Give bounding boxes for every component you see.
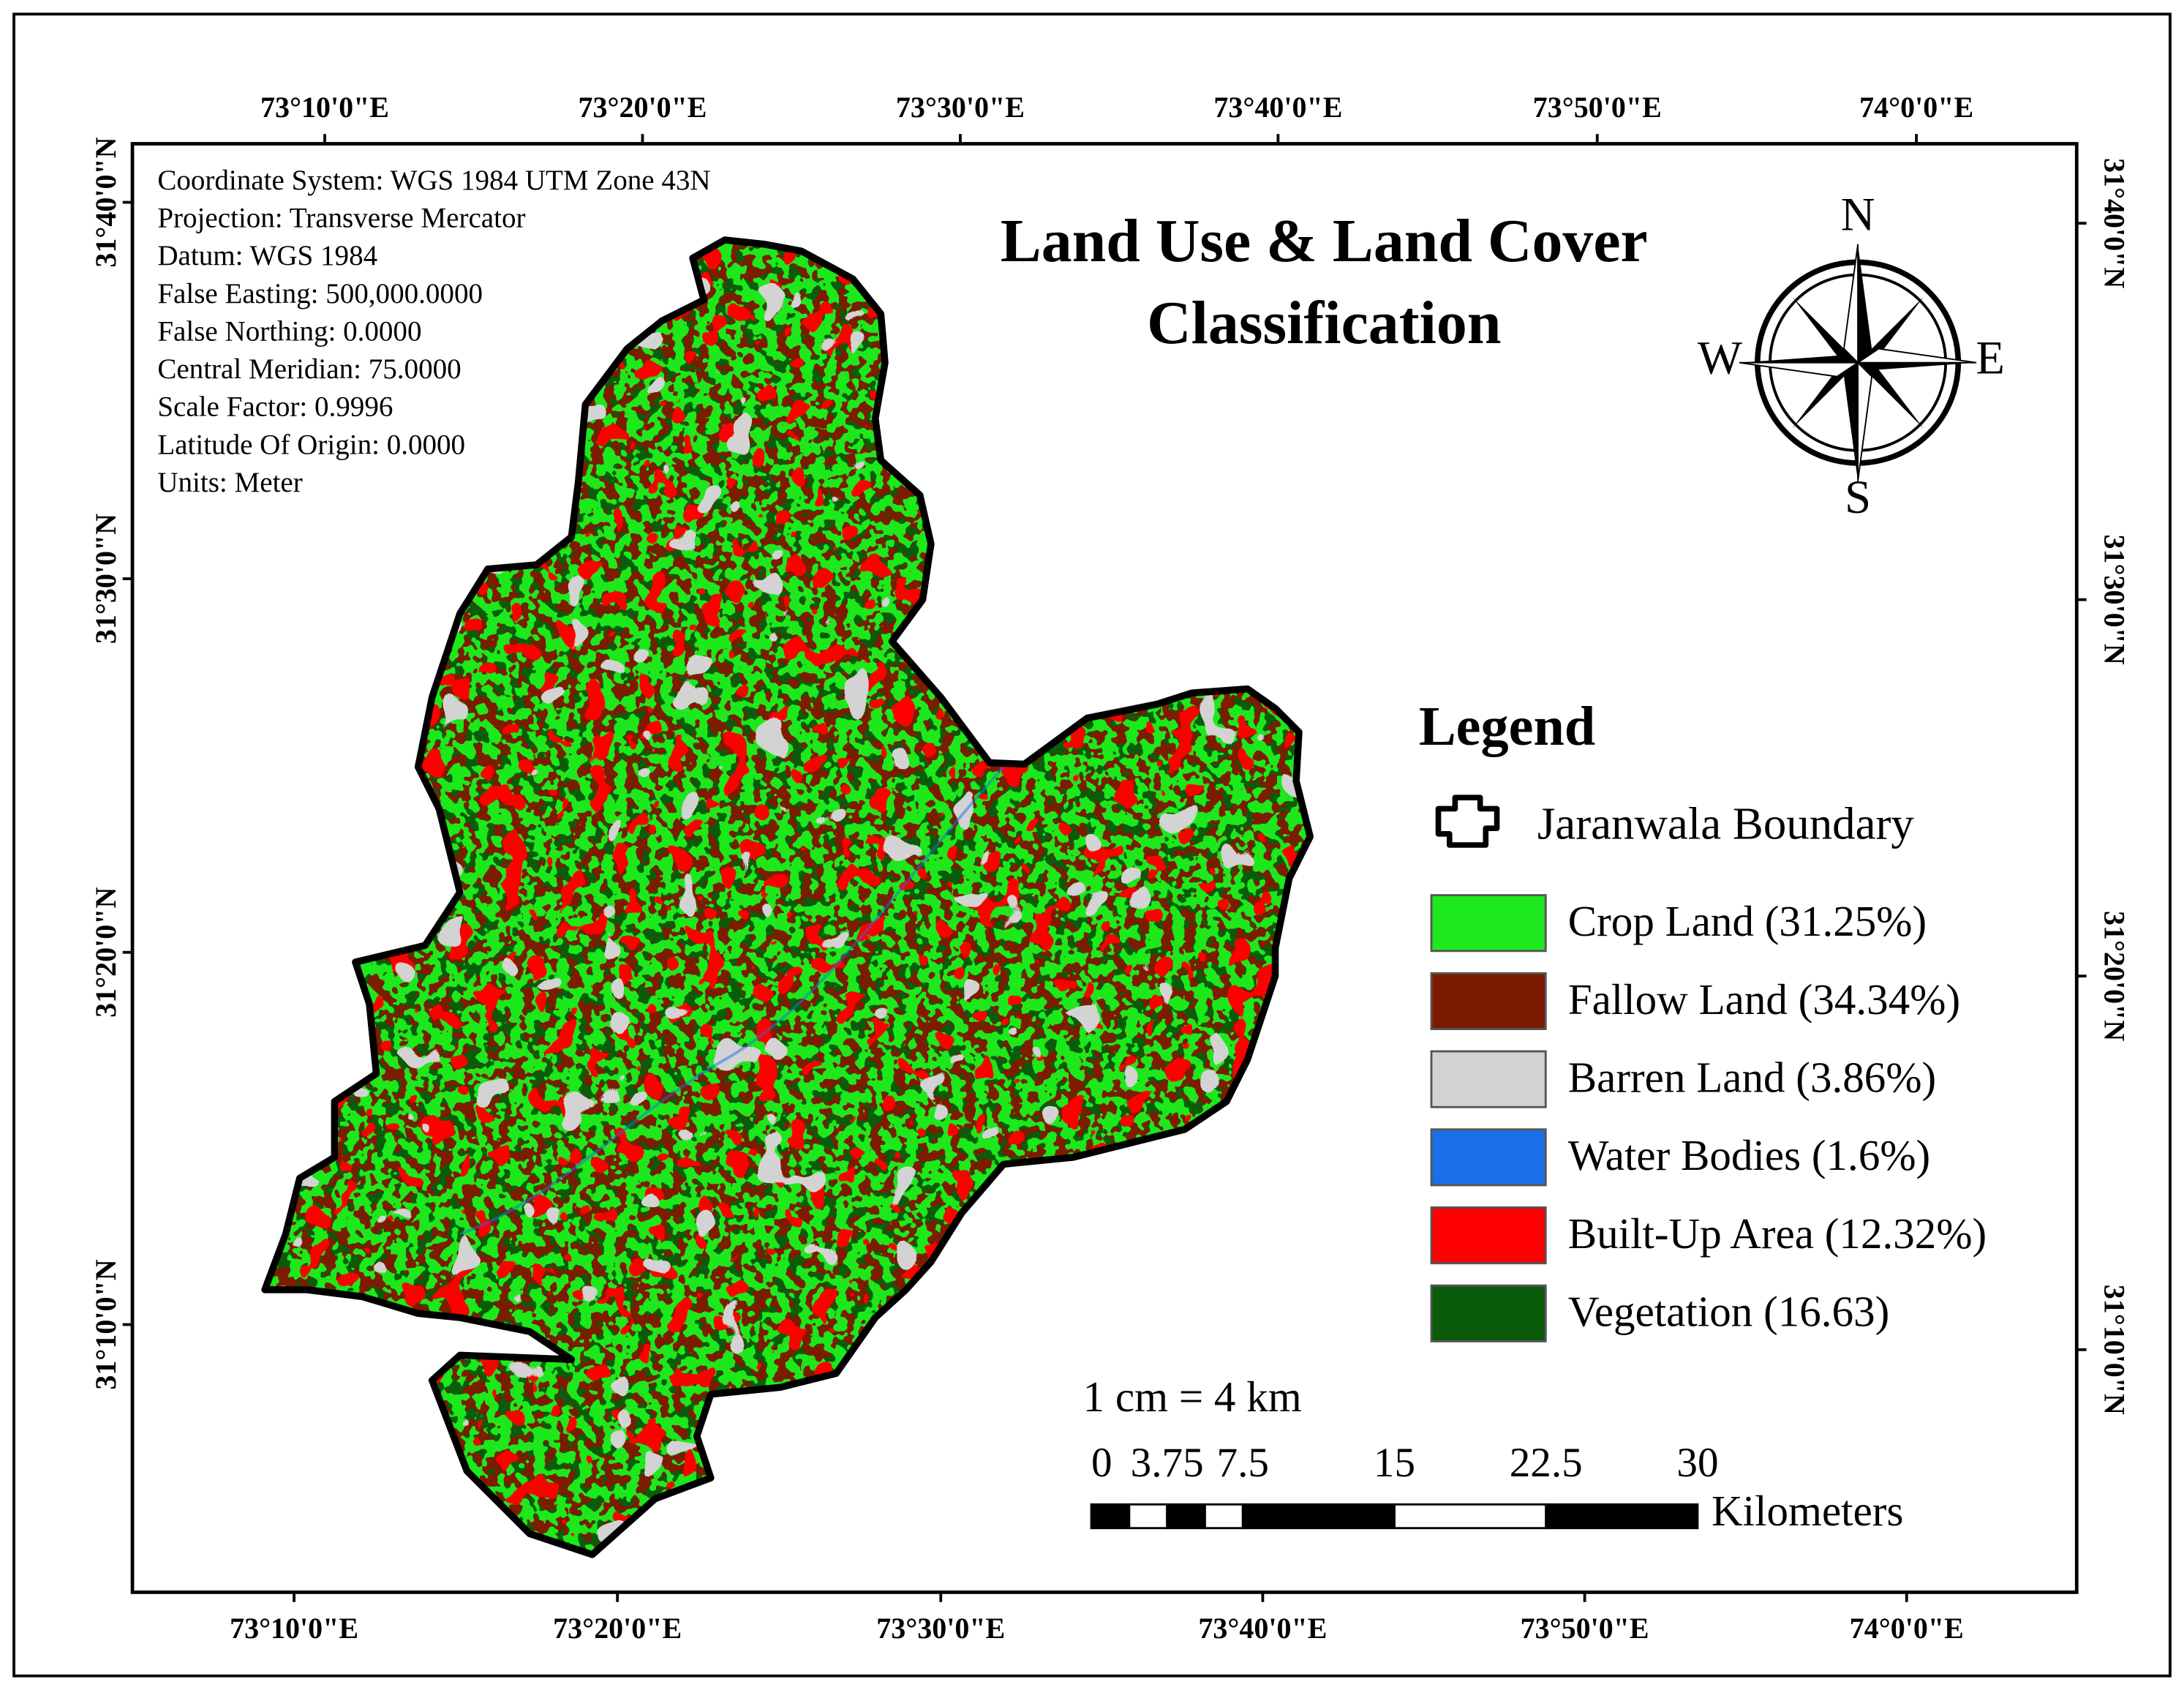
- scale-unit: Kilometers: [1712, 1487, 1903, 1535]
- legend-swatch: [1430, 1128, 1547, 1187]
- lon-label: 73°10'0"E: [230, 1612, 358, 1645]
- map-frame: [130, 142, 2079, 1594]
- scale-segment: [1393, 1503, 1548, 1530]
- compass-label: N: [1841, 188, 1875, 241]
- legend-swatch: [1430, 894, 1547, 953]
- lat-label: 31°10'0"N: [89, 1259, 122, 1389]
- legend-swatch: [1430, 1206, 1547, 1265]
- compass-star: [1843, 244, 1859, 364]
- compass-star: [1857, 361, 1873, 481]
- lon-label: 74°0'0"E: [1859, 91, 1973, 124]
- legend-title: Legend: [1419, 696, 1595, 757]
- legend-label: Built-Up Area (12.32%): [1568, 1209, 1987, 1258]
- scale-tick-label: 3.75: [1131, 1440, 1204, 1486]
- compass-star: [1855, 348, 1977, 364]
- lat-label: 31°20'0"N: [89, 887, 122, 1018]
- lon-label: 73°20'0"E: [553, 1612, 682, 1645]
- lat-label: 31°30'0"N: [89, 514, 122, 644]
- lon-label: 73°20'0"E: [578, 91, 707, 124]
- lon-label: 73°40'0"E: [1198, 1612, 1327, 1645]
- boundary-outline: [261, 236, 1314, 1558]
- scale-tick-label: 30: [1676, 1440, 1718, 1486]
- legend-label: Jaranwala Boundary: [1537, 798, 1915, 849]
- scale-segment: [1128, 1503, 1169, 1530]
- scale-segment: [1545, 1503, 1699, 1530]
- scale-tick-label: 7.5: [1217, 1440, 1269, 1486]
- lon-label: 73°40'0"E: [1213, 91, 1342, 124]
- scale-segment: [1090, 1503, 1131, 1530]
- lon-label: 73°50'0"E: [1533, 91, 1662, 124]
- compass-label: E: [1976, 332, 2005, 385]
- compass-label: S: [1845, 471, 1871, 524]
- legend-label: Crop Land (31.25%): [1568, 897, 1927, 945]
- legend-swatch: [1430, 1050, 1547, 1108]
- legend-label: Vegetation (16.63): [1568, 1288, 1890, 1336]
- lat-label: 31°40'0"N: [2098, 158, 2131, 288]
- projection-info: Scale Factor: 0.9996: [157, 391, 393, 423]
- title: Land Use & Land Cover: [1001, 207, 1648, 275]
- lon-label: 74°0'0"E: [1850, 1612, 1964, 1645]
- lat-label: 31°30'0"N: [2098, 535, 2131, 665]
- projection-info: Datum: WGS 1984: [157, 240, 377, 271]
- scale-segment: [1166, 1503, 1206, 1530]
- compass-label: W: [1698, 332, 1742, 385]
- projection-info: False Northing: 0.0000: [157, 315, 421, 347]
- boundary-icon: [1435, 795, 1500, 848]
- lat-label: 31°40'0"N: [89, 137, 122, 267]
- lat-label: 31°20'0"N: [2098, 911, 2131, 1041]
- projection-info: Units: Meter: [157, 467, 302, 498]
- river: [459, 766, 1005, 1236]
- compass-star: [1739, 361, 1861, 378]
- projection-info: Latitude Of Origin: 0.0000: [157, 429, 465, 460]
- scale-ratio: 1 cm = 4 km: [1083, 1372, 1302, 1421]
- projection-info: Coordinate System: WGS 1984 UTM Zone 43N: [157, 165, 710, 196]
- lon-label: 73°50'0"E: [1521, 1612, 1649, 1645]
- legend-label: Fallow Land (34.34%): [1568, 975, 1960, 1024]
- north-arrow: N E S W: [1698, 188, 2005, 524]
- lon-label: 73°30'0"E: [876, 1612, 1005, 1645]
- scale-tick-label: 0: [1091, 1440, 1112, 1486]
- projection-info: False Easting: 500,000.0000: [157, 278, 483, 309]
- lon-label: 73°30'0"E: [896, 91, 1025, 124]
- legend-label: Water Bodies (1.6%): [1568, 1131, 1930, 1179]
- projection-info: Projection: Transverse Mercator: [157, 202, 525, 233]
- scale-segment: [1204, 1503, 1244, 1530]
- scale-segment: [1241, 1503, 1396, 1530]
- projection-info: Central Meridian: 75.0000: [157, 353, 461, 385]
- legend-swatch: [1430, 1284, 1547, 1342]
- legend-swatch: [1430, 972, 1547, 1030]
- scale-tick-label: 15: [1374, 1440, 1415, 1486]
- title: Classification: [1147, 289, 1501, 357]
- legend-label: Barren Land (3.86%): [1568, 1054, 1936, 1102]
- lon-label: 73°10'0"E: [260, 91, 389, 124]
- scale-tick-label: 22.5: [1510, 1440, 1583, 1486]
- lat-label: 31°10'0"N: [2098, 1285, 2131, 1415]
